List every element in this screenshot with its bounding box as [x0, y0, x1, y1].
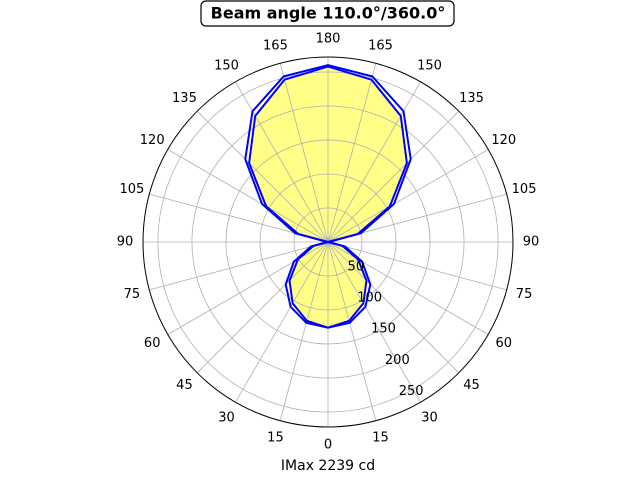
r-tick-label: 200 — [385, 353, 410, 368]
theta-tick-label: 135 — [172, 91, 197, 106]
grid-spoke — [235, 241, 329, 403]
theta-tick-label: 60 — [144, 336, 161, 351]
theta-tick-label: 30 — [218, 410, 235, 425]
theta-tick-label: 105 — [120, 182, 145, 197]
theta-tick-label: 75 — [124, 287, 141, 302]
r-tick-label: 50 — [348, 260, 365, 275]
grid-spoke — [196, 241, 329, 374]
theta-tick-label: 90 — [117, 235, 134, 250]
theta-tick-label: 15 — [267, 431, 284, 446]
theta-tick-label: 150 — [214, 59, 239, 74]
theta-tick-label: 165 — [263, 38, 288, 53]
theta-tick-label: 180 — [316, 32, 341, 47]
grid-spoke — [327, 63, 377, 243]
theta-tick-label: 90 — [523, 235, 540, 250]
r-tick-label: 100 — [357, 291, 382, 306]
chart-title: Beam angle 110.0°/360.0° — [211, 4, 446, 23]
grid-spoke — [279, 241, 329, 421]
grid-spoke — [327, 241, 460, 374]
r-tick-label: 150 — [371, 322, 396, 337]
x-axis-label: IMax 2239 cd — [281, 458, 375, 474]
theta-tick-label: 75 — [516, 287, 533, 302]
grid-spoke — [235, 81, 329, 243]
grid-spoke — [149, 241, 329, 291]
theta-tick-label: 165 — [368, 38, 393, 53]
series-line — [244, 64, 412, 329]
theta-tick-label: 150 — [417, 59, 442, 74]
grid-spoke — [327, 241, 421, 403]
grid-spoke — [327, 81, 421, 243]
theta-tick-label: 30 — [421, 410, 438, 425]
theta-tick-label: 120 — [140, 133, 165, 148]
theta-tick-label: 0 — [324, 438, 332, 453]
theta-tick-label: 45 — [463, 378, 480, 393]
grid-spoke — [327, 241, 377, 421]
theta-tick-label: 105 — [512, 182, 537, 197]
title-box — [200, 0, 455, 27]
theta-tick-label: 120 — [491, 133, 516, 148]
theta-tick-label: 135 — [459, 91, 484, 106]
theta-tick-label: 60 — [496, 336, 513, 351]
grid-spoke — [327, 149, 489, 243]
r-tick-label: 250 — [399, 384, 424, 399]
theta-tick-label: 45 — [176, 378, 193, 393]
grid-spoke — [196, 110, 329, 243]
theta-tick-label: 15 — [372, 431, 389, 446]
grid-spoke — [327, 110, 460, 243]
grid-spoke — [167, 149, 329, 243]
grid-spoke — [279, 63, 329, 243]
outer-frame — [142, 56, 514, 428]
grid-spoke — [327, 241, 507, 291]
